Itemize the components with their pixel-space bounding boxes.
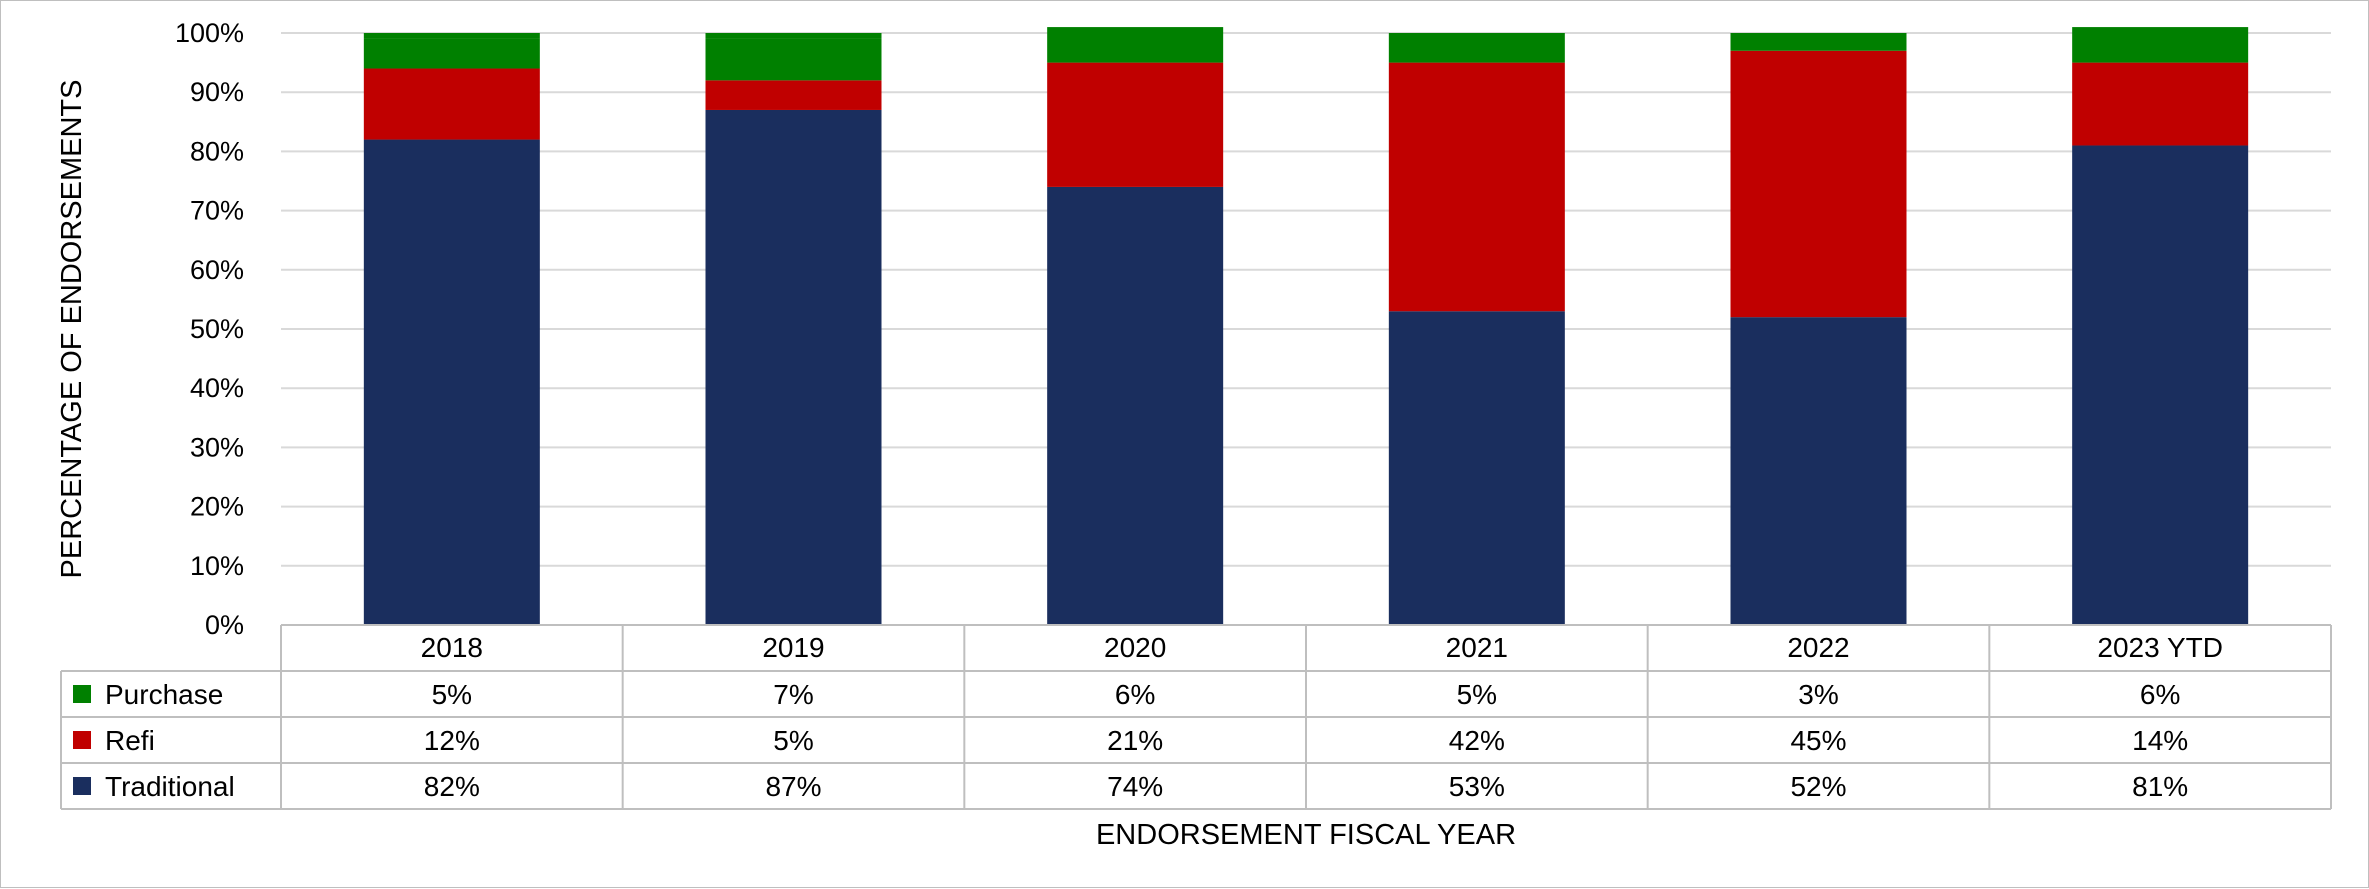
bar-refi bbox=[1047, 62, 1224, 187]
table-cell-refi: 21% bbox=[1107, 725, 1163, 756]
legend-label-purchase: Purchase bbox=[105, 679, 223, 710]
bar-purchase bbox=[1047, 27, 1224, 63]
bar-traditional bbox=[1047, 186, 1224, 626]
table-cell-purchase: 5% bbox=[1457, 679, 1497, 710]
bar-traditional bbox=[2072, 145, 2249, 626]
bar-purchase bbox=[363, 38, 540, 69]
x-category-label: 2022 bbox=[1787, 632, 1849, 663]
table-cell-refi: 12% bbox=[424, 725, 480, 756]
y-tick-label: 50% bbox=[190, 314, 244, 344]
bar-purchase bbox=[363, 33, 540, 39]
legend-key-traditional bbox=[73, 777, 91, 795]
y-tick-label: 100% bbox=[175, 18, 244, 48]
bar-refi bbox=[1730, 50, 1907, 318]
y-axis-ticks: 0% 10% 20% 30% 40% 50% 60% 70% 80% 90% 100% bbox=[175, 18, 244, 640]
legend-label-refi: Refi bbox=[105, 725, 155, 756]
y-tick-label: 40% bbox=[190, 373, 244, 403]
y-tick-label: 90% bbox=[190, 77, 244, 107]
bar-purchase bbox=[705, 33, 882, 39]
table-cell-refi: 42% bbox=[1449, 725, 1505, 756]
y-axis-title: PERCENTAGE OF ENDORSEMENTS bbox=[56, 80, 88, 579]
bar-refi bbox=[705, 80, 882, 110]
bar-traditional bbox=[1388, 311, 1565, 625]
table-cell-purchase: 7% bbox=[773, 679, 813, 710]
table-cell-purchase: 6% bbox=[2140, 679, 2180, 710]
x-category-label: 2018 bbox=[421, 632, 483, 663]
table-cell-traditional: 52% bbox=[1790, 771, 1846, 802]
bars bbox=[363, 27, 2249, 626]
x-category-label: 2021 bbox=[1446, 632, 1508, 663]
y-tick-label: 70% bbox=[190, 196, 244, 226]
bar-refi bbox=[1388, 62, 1565, 312]
legend-key-purchase bbox=[73, 685, 91, 703]
table-cell-traditional: 82% bbox=[424, 771, 480, 802]
bar-traditional bbox=[705, 109, 882, 625]
data-table: 2018 2019 2020 2021 2022 2023 YTD Purchase 5% 7%… bbox=[60, 624, 2332, 810]
table-cell-refi: 14% bbox=[2132, 725, 2188, 756]
bar-purchase bbox=[1388, 33, 1565, 63]
y-tick-label: 10% bbox=[190, 551, 244, 581]
y-tick-label: 60% bbox=[190, 255, 244, 285]
table-cell-traditional: 74% bbox=[1107, 771, 1163, 802]
table-cell-traditional: 53% bbox=[1449, 771, 1505, 802]
table-cell-refi: 45% bbox=[1790, 725, 1846, 756]
table-cell-purchase: 3% bbox=[1798, 679, 1838, 710]
bar-traditional bbox=[363, 139, 540, 625]
table-cell-purchase: 5% bbox=[432, 679, 472, 710]
x-category-label: 2023 YTD bbox=[2097, 632, 2223, 663]
bar-purchase bbox=[705, 38, 882, 81]
x-category-label: 2020 bbox=[1104, 632, 1166, 663]
bar-purchase bbox=[2072, 27, 2249, 63]
table-cell-traditional: 87% bbox=[765, 771, 821, 802]
y-tick-label: 20% bbox=[190, 492, 244, 522]
bar-traditional bbox=[1730, 317, 1907, 625]
table-cell-refi: 5% bbox=[773, 725, 813, 756]
y-tick-label: 80% bbox=[190, 136, 244, 166]
y-tick-label: 30% bbox=[190, 432, 244, 462]
x-category-label: 2019 bbox=[762, 632, 824, 663]
gridlines bbox=[281, 32, 2331, 626]
legend-label-traditional: Traditional bbox=[105, 771, 235, 802]
bar-purchase bbox=[1730, 33, 1907, 51]
bar-refi bbox=[363, 68, 540, 140]
bar-refi bbox=[2072, 62, 2249, 146]
table-cell-traditional: 81% bbox=[2132, 771, 2188, 802]
table-cell-purchase: 6% bbox=[1115, 679, 1155, 710]
legend-key-refi bbox=[73, 731, 91, 749]
y-tick-label: 0% bbox=[205, 610, 244, 640]
x-axis-title: ENDORSEMENT FISCAL YEAR bbox=[1096, 819, 1516, 851]
